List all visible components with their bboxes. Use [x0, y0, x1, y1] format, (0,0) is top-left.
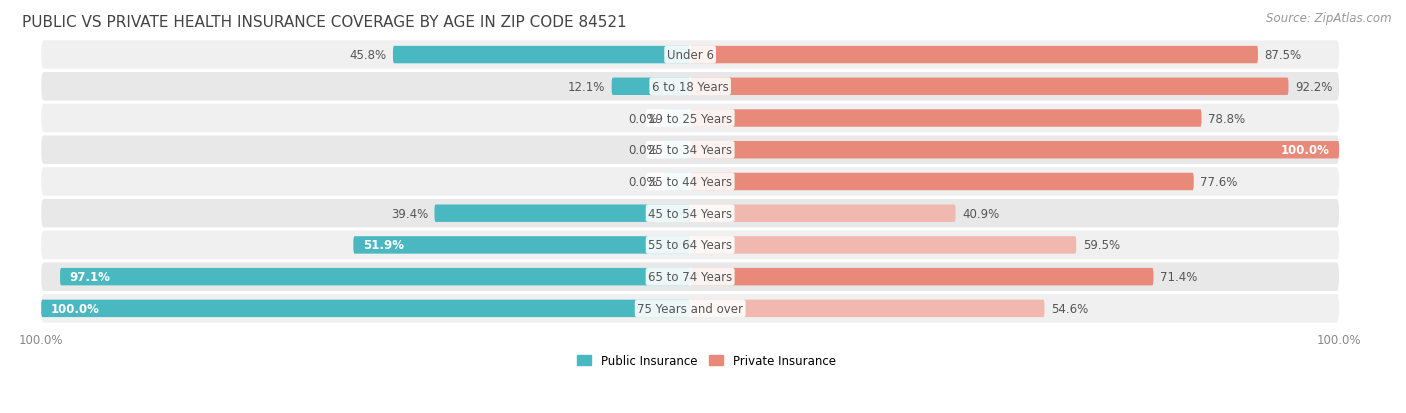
FancyBboxPatch shape	[612, 78, 690, 96]
Text: 45 to 54 Years: 45 to 54 Years	[648, 207, 733, 220]
FancyBboxPatch shape	[41, 294, 1339, 323]
Text: 65 to 74 Years: 65 to 74 Years	[648, 271, 733, 283]
Text: Source: ZipAtlas.com: Source: ZipAtlas.com	[1267, 12, 1392, 25]
FancyBboxPatch shape	[690, 78, 1288, 96]
FancyBboxPatch shape	[41, 41, 1339, 70]
FancyBboxPatch shape	[664, 173, 690, 191]
FancyBboxPatch shape	[41, 231, 1339, 259]
Text: PUBLIC VS PRIVATE HEALTH INSURANCE COVERAGE BY AGE IN ZIP CODE 84521: PUBLIC VS PRIVATE HEALTH INSURANCE COVER…	[21, 15, 627, 30]
Text: 100.0%: 100.0%	[51, 302, 100, 315]
Text: 6 to 18 Years: 6 to 18 Years	[652, 81, 728, 94]
FancyBboxPatch shape	[690, 142, 1339, 159]
Text: 54.6%: 54.6%	[1050, 302, 1088, 315]
Text: 87.5%: 87.5%	[1264, 49, 1302, 62]
Text: 59.5%: 59.5%	[1083, 239, 1121, 252]
Text: 71.4%: 71.4%	[1160, 271, 1198, 283]
Text: 78.8%: 78.8%	[1208, 112, 1246, 125]
FancyBboxPatch shape	[690, 47, 1258, 64]
FancyBboxPatch shape	[690, 110, 1202, 128]
Text: 25 to 34 Years: 25 to 34 Years	[648, 144, 733, 157]
Text: 12.1%: 12.1%	[568, 81, 605, 94]
FancyBboxPatch shape	[41, 300, 690, 317]
Text: 97.1%: 97.1%	[70, 271, 111, 283]
Text: 39.4%: 39.4%	[391, 207, 427, 220]
Text: 45.8%: 45.8%	[349, 49, 387, 62]
Text: 35 to 44 Years: 35 to 44 Years	[648, 176, 733, 188]
FancyBboxPatch shape	[41, 168, 1339, 196]
FancyBboxPatch shape	[41, 104, 1339, 133]
FancyBboxPatch shape	[690, 300, 1045, 317]
Text: 77.6%: 77.6%	[1201, 176, 1237, 188]
Legend: Public Insurance, Private Insurance: Public Insurance, Private Insurance	[572, 349, 841, 372]
FancyBboxPatch shape	[434, 205, 690, 222]
Text: 0.0%: 0.0%	[628, 176, 658, 188]
FancyBboxPatch shape	[392, 47, 690, 64]
FancyBboxPatch shape	[60, 268, 690, 286]
Text: 51.9%: 51.9%	[363, 239, 404, 252]
Text: 0.0%: 0.0%	[628, 112, 658, 125]
FancyBboxPatch shape	[690, 268, 1153, 286]
FancyBboxPatch shape	[41, 73, 1339, 101]
Text: Under 6: Under 6	[666, 49, 714, 62]
Text: 92.2%: 92.2%	[1295, 81, 1333, 94]
Text: 0.0%: 0.0%	[628, 144, 658, 157]
FancyBboxPatch shape	[353, 237, 690, 254]
FancyBboxPatch shape	[41, 263, 1339, 291]
Text: 19 to 25 Years: 19 to 25 Years	[648, 112, 733, 125]
FancyBboxPatch shape	[690, 173, 1194, 191]
FancyBboxPatch shape	[664, 110, 690, 128]
Text: 100.0%: 100.0%	[1281, 144, 1329, 157]
FancyBboxPatch shape	[664, 142, 690, 159]
FancyBboxPatch shape	[690, 237, 1076, 254]
FancyBboxPatch shape	[41, 199, 1339, 228]
FancyBboxPatch shape	[41, 136, 1339, 165]
Text: 75 Years and over: 75 Years and over	[637, 302, 744, 315]
Text: 40.9%: 40.9%	[962, 207, 1000, 220]
FancyBboxPatch shape	[690, 205, 956, 222]
Text: 55 to 64 Years: 55 to 64 Years	[648, 239, 733, 252]
